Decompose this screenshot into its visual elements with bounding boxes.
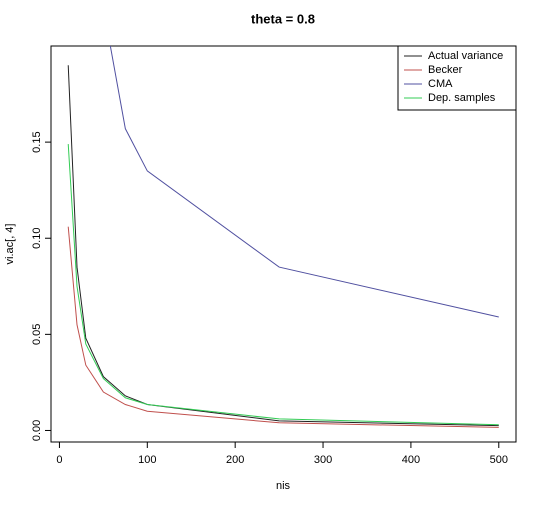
y-tick-label: 0.00 xyxy=(31,420,43,441)
y-tick-label: 0.05 xyxy=(31,324,43,345)
legend-label: Actual variance xyxy=(428,50,503,62)
x-tick-label: 200 xyxy=(226,454,244,466)
plot-area xyxy=(67,46,499,428)
series-line xyxy=(67,226,499,428)
y-tick-label: 0.10 xyxy=(31,228,43,249)
x-axis-label: nis xyxy=(276,480,291,492)
series-line xyxy=(109,46,499,318)
y-tick-label: 0.15 xyxy=(31,131,43,152)
x-tick-label: 400 xyxy=(402,454,420,466)
x-tick-label: 0 xyxy=(56,454,62,466)
x-tick-label: 500 xyxy=(490,454,508,466)
legend-label: CMA xyxy=(428,78,453,90)
legend-label: Becker xyxy=(428,64,463,76)
plot-frame xyxy=(50,45,517,443)
series-line xyxy=(67,65,499,427)
x-tick-label: 100 xyxy=(138,454,156,466)
legend-box xyxy=(397,45,517,111)
x-tick-label: 300 xyxy=(314,454,332,466)
chart-title: theta = 0.8 xyxy=(251,11,315,26)
series-line xyxy=(67,144,499,426)
y-axis-label: vi.ac[, 4] xyxy=(4,224,16,265)
legend-label: Dep. samples xyxy=(428,92,496,104)
